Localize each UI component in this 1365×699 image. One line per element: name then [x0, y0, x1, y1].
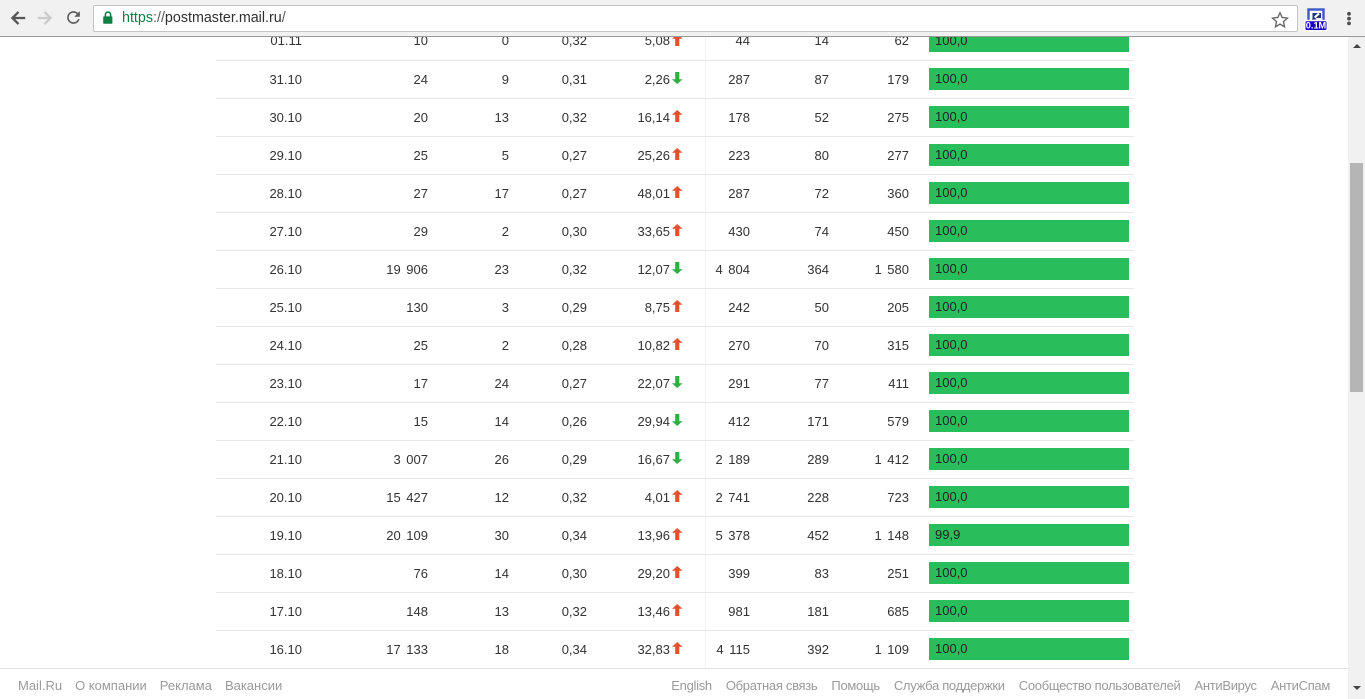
svg-text:0.1M: 0.1M: [1306, 21, 1327, 31]
